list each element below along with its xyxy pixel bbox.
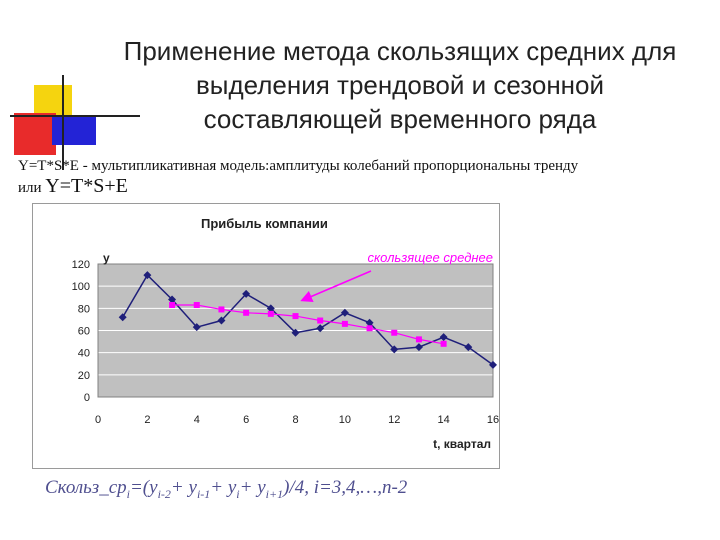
moving-average-annotation: скользящее среднее — [368, 250, 494, 265]
series-1-point — [316, 324, 325, 333]
slide-title: Применение метода скользящих средних для… — [100, 34, 700, 136]
series-1-point — [365, 318, 374, 327]
series-1-point — [143, 271, 152, 280]
x-tick-label: 14 — [438, 414, 450, 426]
x-axis-label: t, квартал — [433, 437, 491, 451]
chart-container: 0 20 40 60 80 100 120 0 2 4 6 8 10 12 14 16 Прибыль ком… — [32, 203, 500, 469]
formula-part: Скольз_ср — [45, 477, 127, 498]
y-tick-label: 60 — [78, 326, 90, 338]
series-1-point — [192, 323, 201, 332]
y-tick-label: 100 — [72, 281, 90, 293]
series-1-point — [242, 289, 251, 298]
y-tick-label: 40 — [78, 348, 90, 360]
series-1-point — [291, 328, 300, 337]
decor-vertical-line — [62, 75, 64, 170]
series-2-point — [440, 340, 447, 347]
profit-chart: 0 20 40 60 80 100 120 0 2 4 6 8 10 12 14 16 Прибыль ком… — [72, 216, 499, 451]
series-1-point — [118, 313, 127, 322]
series-2-point — [218, 306, 225, 313]
x-tick-label: 8 — [292, 414, 298, 426]
x-tick-label: 10 — [339, 414, 351, 426]
series-2-point — [415, 336, 422, 343]
x-tick-label: 16 — [487, 414, 499, 426]
series-1-point — [489, 360, 497, 369]
formula-part: i+1 — [265, 486, 284, 501]
y-tick-label: 120 — [72, 259, 90, 271]
plot-border — [97, 263, 494, 398]
model-description: Y=T*S*E - мультипликативная модель:ампли… — [18, 156, 718, 198]
axes: 0 20 40 60 80 100 120 0 2 4 6 8 10 12 14 16 — [72, 259, 499, 426]
series-2-point — [267, 310, 274, 317]
formula-part: i-2 — [157, 486, 171, 501]
formula-part: + y — [239, 477, 266, 498]
y-tick-label: 20 — [78, 370, 90, 382]
chart-title: Прибыль компании — [201, 216, 328, 231]
series-1-point — [414, 343, 423, 352]
formula-part: + y — [170, 477, 197, 498]
series-2-point — [169, 302, 176, 309]
series-2-point — [341, 320, 348, 327]
additive-model-formula: Y=T*S+E — [45, 175, 128, 197]
series-2-point — [193, 302, 200, 309]
series-1-point — [340, 308, 349, 317]
formula-part: + y — [210, 477, 237, 498]
formula-part: i-1 — [196, 486, 211, 501]
decor-red-square — [14, 113, 56, 155]
model-description-line-1: Y=T*S*E - мультипликативная модель:ампли… — [18, 158, 579, 174]
series-1-point — [168, 295, 177, 304]
formula-part: i — [126, 486, 130, 501]
series-1-point — [464, 343, 473, 352]
formula-part: =(y — [129, 477, 158, 498]
decor-horizontal-line — [10, 115, 140, 117]
series-2-point — [366, 325, 373, 332]
y-tick-label: 80 — [78, 303, 90, 315]
y-tick-label: 0 — [84, 392, 90, 404]
x-tick-label: 0 — [95, 414, 101, 426]
x-tick-label: 2 — [144, 414, 150, 426]
series-1-point — [439, 333, 448, 342]
y-axis-label: y — [103, 251, 110, 265]
annotation-arrow — [300, 270, 372, 302]
decor-blue-square — [52, 115, 96, 145]
series-line-2 — [172, 304, 444, 345]
series-1-point — [217, 316, 226, 325]
formula-part: i — [236, 486, 240, 501]
series-1-point — [390, 345, 399, 354]
x-tick-label: 6 — [243, 414, 249, 426]
title-line-3: составляющей временного ряда — [203, 104, 597, 134]
series-2-point — [391, 329, 398, 336]
series-1-point — [266, 304, 275, 313]
title-line-2: выделения трендовой и сезонной — [195, 70, 605, 100]
moving-average-formula: Скольз_срi=(yi-2+ yi-1+ yi+ yi+1)/4, i=3… — [45, 477, 715, 502]
model-description-line-2: или Y=T*S+E — [18, 176, 718, 198]
x-tick-label: 12 — [388, 414, 400, 426]
series-layer — [118, 271, 497, 369]
model-or-prefix: или — [18, 180, 42, 196]
formula-part: )/4, i=3,4,…,n-2 — [283, 477, 408, 498]
series-2-point — [292, 313, 299, 320]
series-2-point — [317, 317, 324, 324]
title-line-1: Применение метода скользящих средних для — [123, 36, 677, 66]
series-2-point — [243, 309, 250, 316]
x-tick-label: 4 — [194, 414, 200, 426]
